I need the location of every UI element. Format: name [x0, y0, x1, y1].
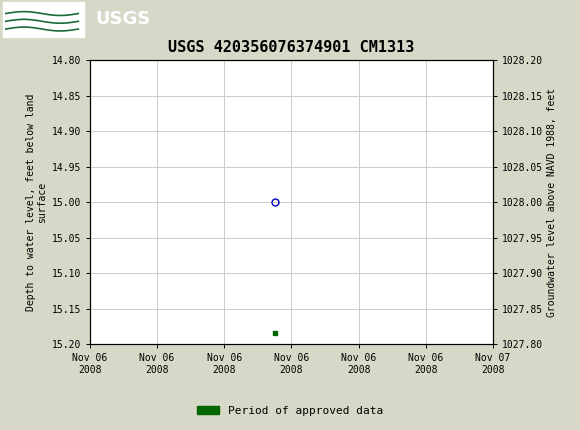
Title: USGS 420356076374901 CM1313: USGS 420356076374901 CM1313	[168, 40, 415, 55]
Legend: Period of approved data: Period of approved data	[193, 401, 387, 420]
Y-axis label: Depth to water level, feet below land
surface: Depth to water level, feet below land su…	[26, 93, 48, 311]
Y-axis label: Groundwater level above NAVD 1988, feet: Groundwater level above NAVD 1988, feet	[548, 88, 557, 316]
Bar	[3, 2, 84, 37]
Text: USGS: USGS	[96, 10, 151, 28]
